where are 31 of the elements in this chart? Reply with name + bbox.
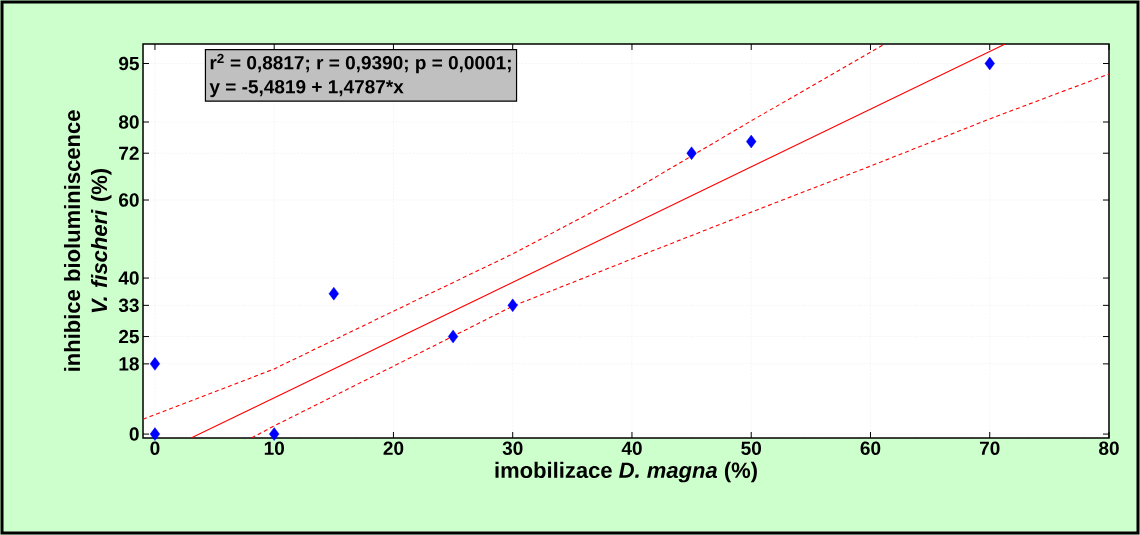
- annotation: r$^{2}$ = 0,8817; r = 0,9390; p = 0,0001;: [210, 53, 511, 74]
- y-tick-label: 95: [119, 56, 139, 71]
- annotation: y = -5,4819 + 1,4787*x: [209, 80, 404, 98]
- y-tick-label: 60: [119, 193, 139, 207]
- point: [507, 298, 518, 313]
- point: [149, 357, 161, 371]
- point: [269, 427, 280, 441]
- line-series: [143, 43, 886, 420]
- point: [686, 146, 697, 160]
- y-tick-label: 80: [118, 115, 139, 129]
- y-tick-label: 0: [129, 427, 139, 441]
- x-tick-label: 80: [1099, 441, 1119, 455]
- point: [149, 427, 161, 441]
- x-tick-label: 60: [860, 441, 881, 455]
- y-tick-label: 25: [119, 329, 139, 344]
- y-tick-label: 72: [119, 146, 139, 160]
- x-tick-label: 0: [150, 441, 160, 455]
- point: [448, 329, 459, 344]
- x-tick-label: 20: [383, 441, 404, 455]
- y-tick-label: 40: [118, 271, 139, 285]
- x-tick-label: 30: [502, 441, 523, 456]
- x-tick-label: 40: [621, 441, 642, 455]
- point: [746, 134, 757, 149]
- x-tick-label: 70: [979, 441, 1000, 455]
- point: [984, 56, 995, 71]
- y-tick-label: 33: [118, 298, 139, 313]
- x-tick-label: 50: [741, 441, 761, 455]
- x-axis-title: imobilizace D. magna (%): [495, 461, 757, 483]
- point: [328, 286, 339, 301]
- y-tick-label: 18: [119, 357, 139, 371]
- x-tick-label: 10: [264, 441, 284, 455]
